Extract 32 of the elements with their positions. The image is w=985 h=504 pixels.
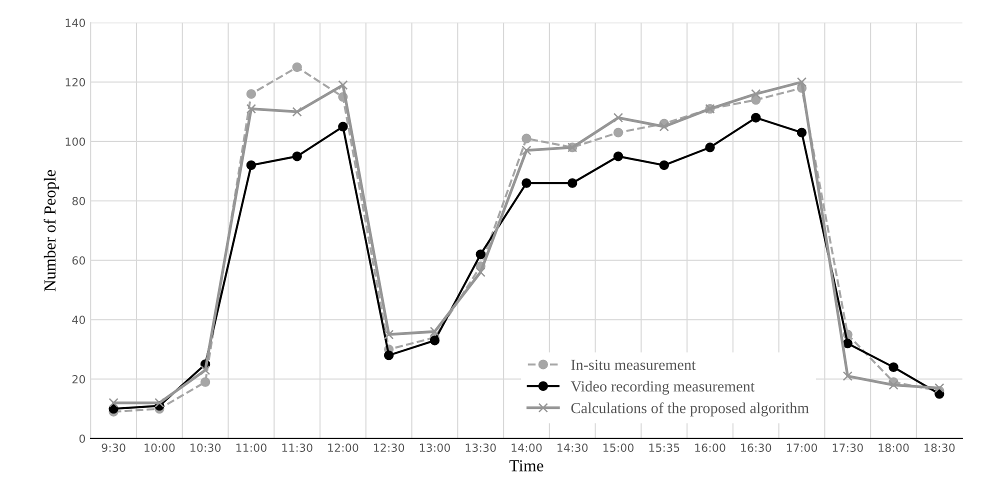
legend-label: Video recording measurement (570, 380, 755, 395)
x-tick-label: 13:00 (420, 444, 450, 452)
x-tick-label: 11:30 (282, 444, 312, 452)
x-tick-label: 11:00 (236, 444, 266, 452)
legend-label: In-situ measurement (571, 360, 696, 370)
y-tick-label: 140 (66, 18, 86, 28)
x-tick-label: 10:00 (144, 444, 175, 452)
legend-label: Calculations of the proposed algorithm (571, 402, 809, 416)
x-tick-label: 12:00 (328, 444, 358, 452)
y-tick-label: 60 (72, 256, 86, 265)
x-tick-label: 12:30 (374, 444, 404, 452)
y-tick-label: 80 (72, 196, 86, 206)
x-tick-label: 16:00 (695, 444, 726, 452)
y-axis-title: Number of People (44, 170, 59, 292)
y-tick-label: 120 (66, 78, 86, 86)
x-tick-label: 14:30 (558, 444, 588, 452)
y-tick-label: 0 (79, 434, 86, 443)
x-axis-title: Time (509, 460, 544, 472)
x-tick-label: 15:35 (649, 444, 680, 452)
x-tick-label: 14:00 (512, 444, 542, 452)
x-tick-label: 18:00 (878, 444, 909, 452)
x-tick-label: 17:00 (786, 444, 818, 452)
x-tick-label: 17:30 (832, 444, 863, 452)
x-tick-label: 15:00 (603, 444, 634, 452)
y-tick-label: 100 (66, 137, 86, 146)
x-tick-label: 10:30 (190, 444, 221, 452)
x-tick-label: 18:30 (924, 444, 955, 452)
y-tick-label: 40 (72, 316, 86, 324)
x-tick-label: 16:30 (741, 444, 772, 452)
x-tick-label: 9:30 (102, 444, 126, 452)
x-tick-label: 13:30 (466, 444, 496, 452)
y-tick-label: 20 (72, 375, 86, 384)
